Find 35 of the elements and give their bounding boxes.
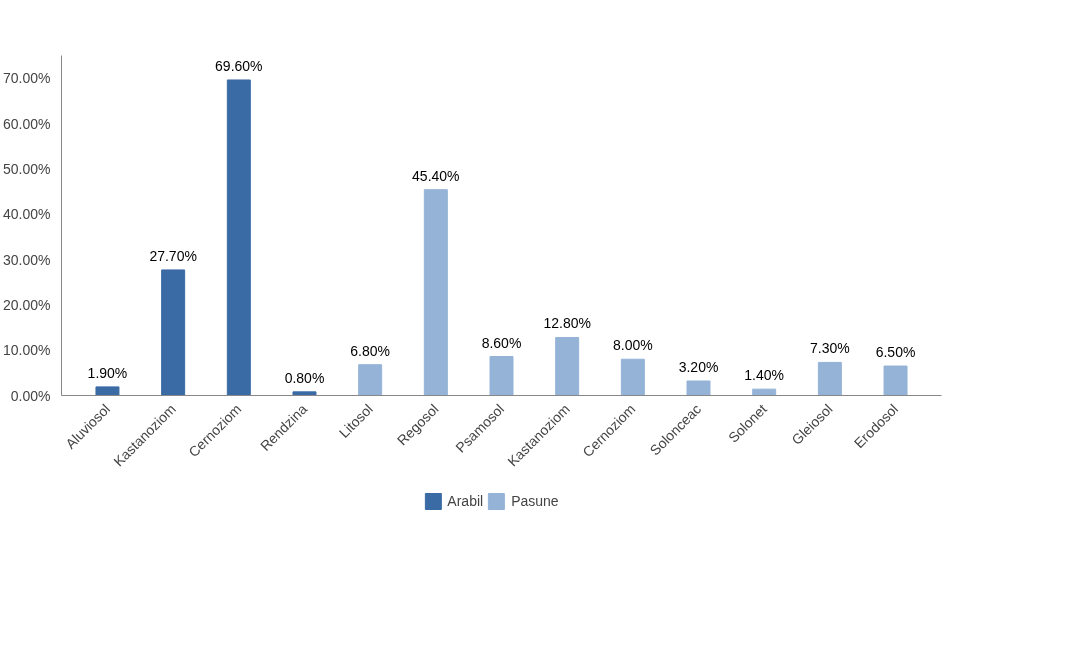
bar	[817, 361, 842, 396]
data-label: 6.80%	[350, 342, 391, 359]
y-tick-label: 60.00%	[3, 115, 51, 132]
bar	[489, 356, 514, 396]
bar	[423, 189, 448, 396]
bar	[883, 365, 908, 396]
data-label: 3.20%	[678, 358, 719, 375]
data-label: 1.90%	[87, 364, 128, 381]
y-tick-label: 10.00%	[3, 342, 51, 359]
y-tick-label: 30.00%	[3, 251, 51, 268]
legend-label: Pasune	[511, 492, 559, 509]
y-tick-label: 20.00%	[3, 296, 51, 313]
data-label: 8.60%	[481, 334, 522, 351]
data-label: 7.30%	[810, 340, 850, 357]
y-tick-label: 40.00%	[3, 206, 51, 223]
data-label: 1.40%	[744, 367, 785, 384]
bar	[358, 364, 383, 396]
legend-label: Arabil	[447, 492, 484, 509]
data-label: 12.80%	[543, 315, 591, 332]
data-label: 69.60%	[215, 57, 263, 74]
bar	[555, 336, 580, 396]
bar	[620, 358, 645, 396]
data-label: 27.70%	[149, 247, 197, 264]
bar	[161, 269, 186, 396]
y-tick-label: 0.00%	[10, 387, 51, 404]
bar	[292, 391, 317, 396]
data-label: 45.40%	[412, 167, 460, 184]
data-label: 0.80%	[284, 369, 325, 386]
bar	[95, 386, 120, 396]
bar	[686, 380, 711, 396]
y-tick-label: 70.00%	[3, 70, 51, 87]
data-label: 6.50%	[875, 344, 916, 361]
y-tick-label: 50.00%	[3, 160, 51, 177]
bar	[226, 79, 251, 396]
data-label: 8.00%	[613, 337, 653, 354]
